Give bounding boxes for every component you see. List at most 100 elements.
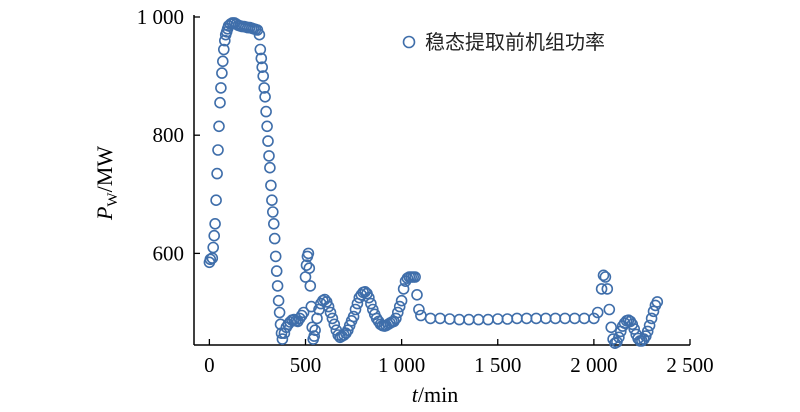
legend-marker xyxy=(402,35,416,49)
data-point xyxy=(453,313,466,326)
data-point xyxy=(591,306,604,319)
data-point xyxy=(391,306,404,319)
data-point xyxy=(628,323,641,335)
data-point xyxy=(263,150,275,162)
data-point xyxy=(265,179,277,192)
y-tick-label: 600 xyxy=(153,241,185,265)
data-point xyxy=(511,312,523,325)
x-axis-title-unit: /min xyxy=(418,382,458,407)
data-point xyxy=(215,82,227,94)
data-point xyxy=(300,259,313,272)
data-point xyxy=(208,229,220,242)
data-point xyxy=(397,283,410,295)
data-point xyxy=(255,52,268,65)
data-point xyxy=(212,144,224,156)
x-axis-ticks: 0 500 1 000 1 500 2 000 2 500 xyxy=(204,339,714,377)
data-point xyxy=(603,303,616,316)
data-point xyxy=(216,67,228,79)
data-point xyxy=(647,305,660,318)
data-point xyxy=(210,194,222,206)
data-point xyxy=(409,271,421,283)
data-point xyxy=(390,312,402,325)
data-point xyxy=(413,303,425,316)
data-point xyxy=(304,280,317,292)
data-point xyxy=(211,167,223,180)
data-point xyxy=(261,120,273,133)
data-point xyxy=(257,70,270,82)
data-point xyxy=(434,312,446,325)
data-point xyxy=(393,300,406,313)
data-point xyxy=(207,241,219,254)
data-point xyxy=(259,91,271,103)
data-point xyxy=(276,333,289,345)
y-axis-title: PW/MW xyxy=(92,146,121,221)
data-point xyxy=(424,312,437,325)
data-point xyxy=(597,269,610,282)
data-point xyxy=(588,312,600,325)
data-point xyxy=(269,250,282,263)
data-point xyxy=(601,283,614,295)
data-point xyxy=(613,331,625,344)
data-point xyxy=(643,319,656,332)
data-point xyxy=(309,324,321,337)
data-point xyxy=(472,313,485,326)
y-axis-title-symbol: P xyxy=(92,207,117,221)
data-point xyxy=(266,206,279,218)
data-point xyxy=(217,55,229,68)
x-tick-label: 1 500 xyxy=(474,353,521,377)
data-point xyxy=(254,43,267,56)
data-point xyxy=(260,105,272,118)
plot-area: 0 500 1 000 1 500 2 000 2 500 600 800 1 000 xyxy=(137,5,714,377)
data-point xyxy=(268,232,281,245)
data-point xyxy=(365,297,377,310)
data-point xyxy=(359,285,371,298)
data-point xyxy=(293,312,306,325)
data-point xyxy=(347,310,360,323)
data-point xyxy=(209,218,221,230)
data-point xyxy=(256,61,269,73)
y-axis-ticks: 600 800 1 000 xyxy=(137,5,200,265)
data-point xyxy=(308,330,321,342)
data-point xyxy=(363,291,375,304)
data-point xyxy=(302,247,315,260)
data-point xyxy=(491,313,504,325)
data-point xyxy=(549,312,562,325)
data-point xyxy=(482,313,494,326)
y-tick-label: 800 xyxy=(153,123,185,147)
data-point xyxy=(578,312,591,325)
data-point xyxy=(297,306,310,319)
data-point xyxy=(443,313,456,325)
data-point xyxy=(322,300,335,313)
data-point xyxy=(395,294,408,307)
x-tick-label: 1 000 xyxy=(378,353,425,377)
data-point xyxy=(641,325,654,338)
data-point xyxy=(520,312,533,325)
data-point xyxy=(599,271,612,283)
data-point xyxy=(411,288,423,301)
data-point xyxy=(272,294,285,307)
data-point xyxy=(415,309,427,322)
data-point xyxy=(264,161,276,174)
data-point xyxy=(349,303,362,316)
data-point xyxy=(651,296,664,308)
data-point xyxy=(605,321,618,334)
data-point xyxy=(501,313,514,325)
data-point xyxy=(253,28,266,41)
data-points xyxy=(203,17,664,350)
data-point xyxy=(559,312,571,325)
data-point xyxy=(266,194,278,206)
y-axis-title-subscript: W xyxy=(105,192,121,207)
x-axis-title: t/min xyxy=(412,382,458,407)
data-point xyxy=(568,312,581,325)
data-point xyxy=(324,306,337,319)
x-tick-label: 2 000 xyxy=(570,353,617,377)
y-tick-label: 1 000 xyxy=(137,5,184,29)
data-point xyxy=(463,313,475,326)
data-point xyxy=(303,262,316,275)
data-point xyxy=(645,312,658,325)
x-tick-label: 2 500 xyxy=(666,353,713,377)
data-point xyxy=(539,312,552,325)
data-point xyxy=(270,265,283,277)
x-axis-title-symbol: t xyxy=(412,382,419,407)
